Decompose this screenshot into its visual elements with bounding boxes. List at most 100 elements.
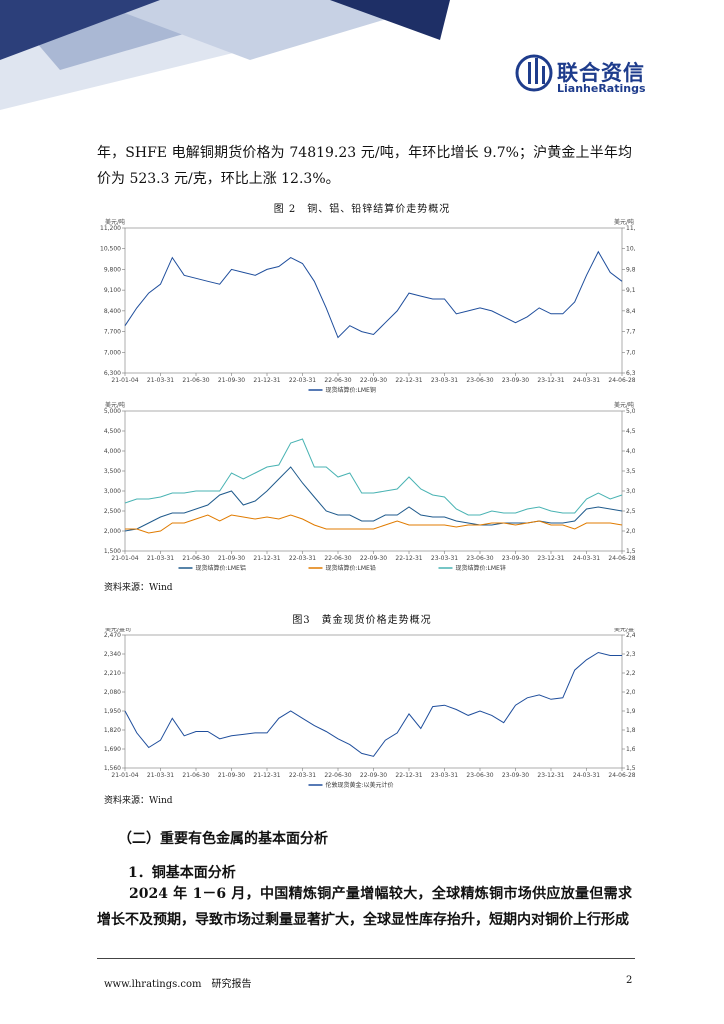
x-tick-label: 21-09-30: [218, 772, 245, 779]
y-tick-label: 4,000: [104, 448, 121, 455]
y-tick-label: 3,000: [626, 488, 635, 495]
y-tick-label: 1,560: [104, 765, 121, 772]
paragraph: 年，SHFE 电解铜期货价格为 74819.23 元/吨，年环比增长 9.7%；…: [97, 145, 632, 187]
x-tick-label: 21-12-31: [253, 772, 280, 779]
x-tick-label: 22-12-31: [395, 772, 422, 779]
x-tick-label: 21-03-31: [147, 555, 174, 562]
x-tick-label: 24-06-28: [608, 377, 635, 384]
figure-caption: 图 2 铜、铝、铅锌结算价走势概况: [273, 204, 451, 215]
y-tick-label: 1,500: [626, 548, 635, 555]
x-tick-label: 22-03-31: [289, 555, 316, 562]
y-tick-label: 2,340: [104, 651, 121, 658]
plot-frame: [124, 410, 623, 552]
y-tick-label: 2,340: [626, 651, 635, 658]
y-tick-label: 2,500: [104, 508, 121, 515]
line-series: [124, 466, 623, 532]
axis-unit: 美元/吨: [105, 401, 125, 409]
brand: 联合资信: [557, 61, 645, 85]
y-tick-label: 7,700: [626, 329, 635, 336]
x-tick-label: 21-12-31: [253, 377, 280, 384]
y-tick-label: 1,820: [104, 727, 121, 734]
x-tick-label: 24-03-31: [573, 772, 600, 779]
x-tick-label: 24-06-28: [608, 555, 635, 562]
y-tick-label: 1,950: [104, 708, 121, 715]
y-tick-label: 1,950: [626, 708, 635, 715]
chart: 美元/盎司 美元/盎司 1,560 1,560 1,690 1,690 1,820 1,820…: [104, 628, 635, 789]
y-tick-label: 9,800: [104, 266, 121, 273]
x-tick-label: 21-06-30: [182, 555, 209, 562]
x-tick-label: 21-01-04: [111, 377, 138, 384]
legend-label: 现货结算价:LME锌: [456, 564, 506, 572]
x-tick-label: 22-09-30: [360, 377, 387, 384]
footer-site: www.lhratings.com 研究报告: [104, 979, 252, 990]
y-tick-label: 1,820: [626, 727, 635, 734]
source: 资料来源：Wind: [104, 583, 173, 593]
page-number: 2: [626, 975, 633, 986]
x-tick-label: 22-12-31: [395, 555, 422, 562]
line-series: [124, 438, 623, 516]
legend-label: 现货结算价:LME铜: [326, 386, 376, 394]
y-tick-label: 4,500: [626, 428, 635, 435]
axis-unit: 美元/吨: [614, 401, 634, 409]
line-series: [124, 651, 622, 757]
x-tick-label: 22-09-30: [360, 772, 387, 779]
y-tick-label: 4,000: [626, 448, 635, 455]
x-tick-label: 23-12-31: [537, 377, 564, 384]
x-tick-label: 22-12-31: [395, 377, 422, 384]
y-tick-label: 5,000: [104, 408, 121, 415]
section-heading: （二）重要有色金属的基本面分析: [118, 831, 328, 847]
paragraph: 2024 年 1－6 月，中国精炼铜产量增幅较大，全球精炼铜市场供应放量但需求增…: [97, 886, 632, 928]
y-tick-label: 8,400: [626, 308, 635, 315]
x-tick-label: 23-12-31: [537, 555, 564, 562]
source: 资料来源：Wind: [104, 796, 173, 806]
y-tick-label: 4,500: [104, 428, 121, 435]
y-tick-label: 2,470: [104, 632, 121, 639]
y-tick-label: 2,080: [104, 689, 121, 696]
legend-label: 现货结算价:LME铝: [196, 564, 246, 572]
axis-unit: 美元/吨: [614, 218, 634, 226]
y-tick-label: 9,100: [104, 287, 121, 294]
y-tick-label: 1,690: [626, 746, 635, 753]
brand-en: LianheRatings: [557, 82, 646, 95]
x-tick-label: 21-03-31: [147, 377, 174, 384]
y-tick-label: 3,500: [104, 468, 121, 475]
axis-unit: 美元/吨: [105, 218, 125, 226]
subheading: 1．铜基本面分析: [128, 865, 236, 881]
legend-label: 现货结算价:LME铅: [326, 564, 376, 572]
y-tick-label: 1,500: [104, 548, 121, 555]
x-tick-label: 23-03-31: [431, 555, 458, 562]
chart: 美元/吨 美元/吨 1,500 1,500 2,000 2,000 2,500 2,500 3,…: [104, 401, 635, 572]
x-tick-label: 23-09-30: [502, 555, 529, 562]
x-tick-label: 21-01-04: [111, 772, 138, 779]
header-decoration: [0, 0, 553, 110]
y-tick-label: 1,560: [626, 765, 635, 772]
x-tick-label: 22-06-30: [324, 555, 351, 562]
y-tick-label: 3,000: [104, 488, 121, 495]
y-tick-label: 6,300: [626, 370, 635, 377]
y-tick-label: 1,690: [104, 746, 121, 753]
y-tick-label: 2,500: [626, 508, 635, 515]
x-tick-label: 22-03-31: [289, 377, 316, 384]
plot-frame: [124, 227, 623, 374]
y-tick-label: 9,800: [626, 266, 635, 273]
line-series: [124, 250, 623, 339]
axis-unit: 美元/盎司: [614, 628, 635, 633]
x-tick-label: 23-06-30: [466, 772, 493, 779]
y-tick-label: 6,300: [104, 370, 121, 377]
x-tick-label: 23-06-30: [466, 555, 493, 562]
x-tick-label: 23-09-30: [502, 772, 529, 779]
y-tick-label: 7,000: [626, 349, 635, 356]
x-tick-label: 23-03-31: [431, 377, 458, 384]
x-tick-label: 23-06-30: [466, 377, 493, 384]
y-tick-label: 10,500: [100, 246, 121, 253]
x-tick-label: 21-09-30: [218, 377, 245, 384]
y-tick-label: 10,500: [626, 246, 635, 253]
chart: 美元/吨 美元/吨 6,300 6,300 7,000 7,000 7,700 7,700 8,…: [100, 218, 635, 394]
y-tick-label: 11,200: [100, 225, 121, 232]
plot-frame: [124, 634, 623, 769]
x-tick-label: 22-06-30: [324, 772, 351, 779]
x-tick-label: 24-03-31: [573, 377, 600, 384]
x-tick-label: 21-01-04: [111, 555, 138, 562]
y-tick-label: 3,500: [626, 468, 635, 475]
